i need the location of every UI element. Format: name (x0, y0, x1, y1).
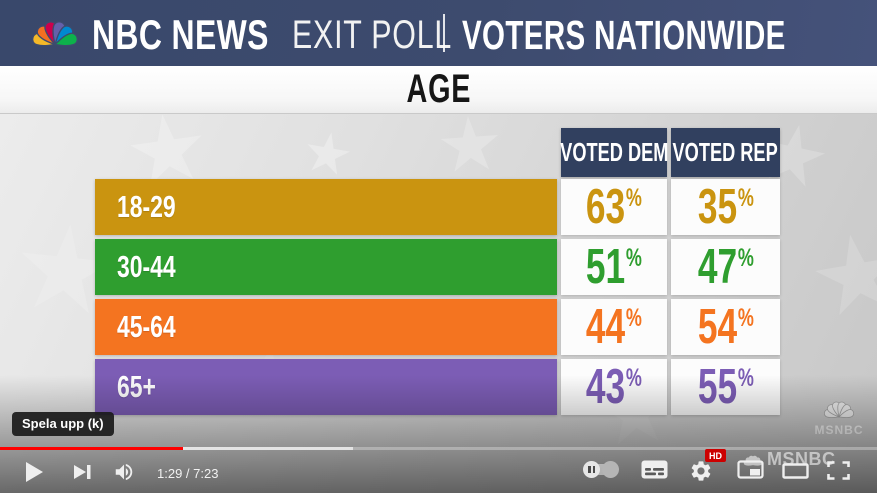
rep-value-cell: 54% (671, 299, 780, 355)
rep-value-cell: 35% (671, 179, 780, 235)
age-row-label: 18-29 (117, 189, 176, 224)
star-decoration (301, 128, 353, 180)
brand-title: NBC NEWS (92, 11, 269, 58)
fullscreen-button[interactable] (827, 461, 850, 480)
nbc-peacock-icon (31, 21, 79, 47)
seek-bar[interactable] (0, 447, 877, 450)
play-button[interactable] (25, 461, 44, 483)
dem-value-cell: 63% (561, 179, 667, 235)
seek-bar-buffered (183, 447, 353, 450)
audience-title: VOTERS NATIONWIDE (462, 12, 786, 58)
player-gradient-overlay (0, 375, 877, 493)
star-decoration (438, 114, 502, 178)
play-tooltip: Spela upp (k) (12, 412, 114, 436)
hd-quality-badge: HD (705, 449, 726, 462)
rep-value-cell: 47% (671, 239, 780, 295)
settings-button[interactable] (689, 459, 713, 483)
age-row-bar: 18-29 (95, 179, 557, 235)
pause-icon (583, 461, 600, 478)
dem-value-cell: 44% (561, 299, 667, 355)
age-row-label: 45-64 (117, 309, 176, 344)
column-header-voted-rep: VOTED REP (671, 128, 780, 177)
autoplay-toggle-knob (602, 461, 619, 478)
volume-button[interactable] (112, 461, 136, 483)
seek-bar-played (0, 447, 183, 450)
program-title: EXIT POLL (292, 13, 453, 57)
theater-mode-button[interactable] (782, 463, 809, 479)
banner: NBC NEWS EXIT POLL VOTERS NATIONWIDE (0, 0, 877, 66)
age-row-bar: 30-44 (95, 239, 557, 295)
page-title: AGE (406, 67, 471, 111)
banner-divider (443, 14, 445, 52)
column-header-voted-dem: VOTED DEM (560, 128, 668, 177)
dem-value-cell: 51% (561, 239, 667, 295)
next-button[interactable] (72, 464, 94, 480)
star-decoration (808, 227, 877, 325)
subtitles-button[interactable] (641, 460, 668, 479)
section-header: AGE (0, 66, 877, 114)
age-row-bar: 45-64 (95, 299, 557, 355)
autoplay-toggle-track (584, 464, 618, 475)
miniplayer-button[interactable] (737, 460, 764, 479)
age-row-label: 30-44 (117, 249, 176, 284)
autoplay-toggle[interactable] (583, 461, 619, 478)
time-display: 1:29 / 7:23 (157, 466, 219, 481)
